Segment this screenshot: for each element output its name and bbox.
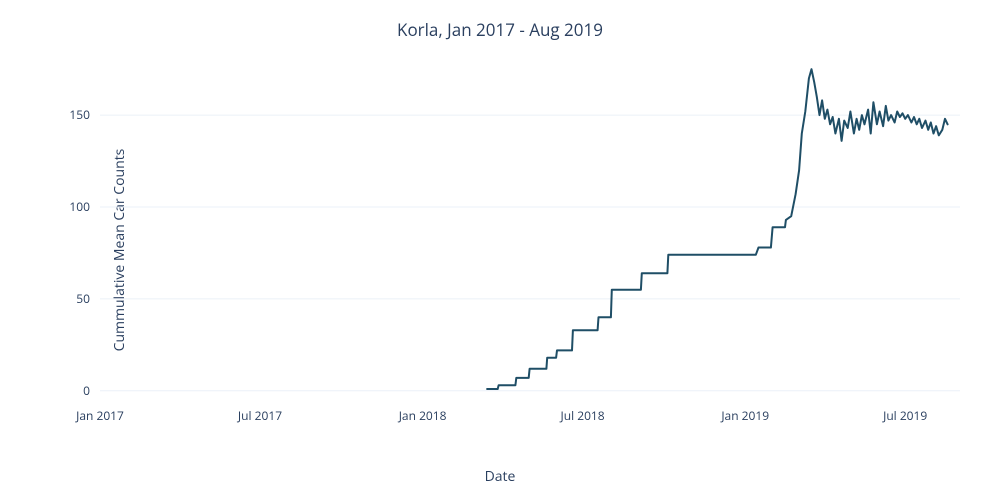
x-tick-label: Jul 2017 — [237, 407, 282, 424]
x-tick-label: Jul 2018 — [559, 407, 604, 424]
chart-container: Korla, Jan 2017 - Aug 2019 Cummulative M… — [0, 0, 1000, 500]
y-tick-label: 0 — [83, 382, 90, 399]
y-tick-label: 150 — [69, 106, 90, 123]
x-tick-label: Jan 2018 — [398, 407, 447, 424]
x-tick-label: Jan 2017 — [75, 407, 124, 424]
x-tick-label: Jan 2019 — [720, 407, 769, 424]
y-tick-label: 100 — [69, 198, 90, 215]
y-tick-label: 50 — [76, 290, 90, 307]
data-series-line — [487, 69, 947, 389]
y-grid — [100, 115, 960, 391]
chart-svg: 0 50 100 150 Jan 2017 Jul 2017 Jan 2018 Jul 201… — [0, 0, 1000, 500]
x-tick-label: Jul 2019 — [882, 407, 927, 424]
